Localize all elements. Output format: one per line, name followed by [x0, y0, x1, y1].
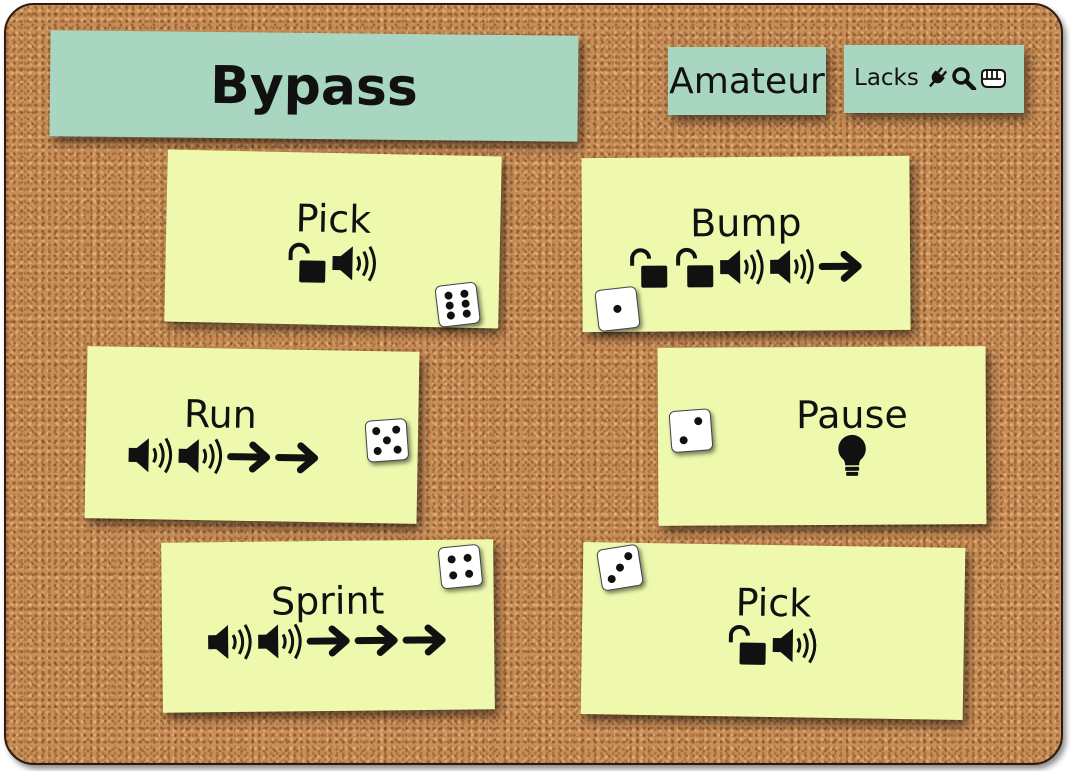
arrow-right-icon — [306, 625, 350, 657]
unlocked-icon — [728, 625, 766, 665]
die-three — [595, 543, 645, 592]
card-icons — [582, 244, 910, 290]
card-icons — [581, 620, 964, 670]
arrow-right-icon — [818, 250, 862, 282]
action-card[interactable]: Sprint — [161, 539, 495, 713]
action-card[interactable]: Bump — [581, 155, 911, 333]
sound-icon — [772, 627, 817, 664]
fist-icon — [980, 69, 1006, 88]
die-six — [434, 281, 481, 328]
lacks-label: Lacks — [854, 65, 919, 91]
sound-icon — [178, 438, 223, 475]
action-card[interactable]: Pick — [164, 149, 502, 329]
sound-icon — [332, 246, 376, 282]
sound-icon — [128, 437, 173, 474]
corkboard: Bypass Amateur Lacks — [4, 3, 1063, 765]
level-label: Amateur — [669, 61, 825, 102]
sound-icon — [770, 248, 814, 285]
card-icons — [718, 432, 986, 479]
card-icons — [31, 433, 418, 480]
page-title: Bypass — [209, 55, 419, 119]
lightbulb-icon — [838, 434, 866, 476]
arrow-right-icon — [354, 624, 398, 656]
action-card[interactable]: Pick — [580, 542, 966, 720]
level-badge: Amateur — [668, 47, 826, 115]
sound-icon — [258, 623, 302, 660]
plug-icon — [928, 67, 947, 88]
unlocked-icon — [630, 248, 668, 288]
die-five — [364, 417, 410, 463]
lacks-badge: Lacks — [844, 45, 1024, 113]
die-two — [668, 408, 714, 454]
magnifier-icon — [952, 67, 977, 90]
card-icons — [165, 238, 500, 289]
sound-icon — [720, 249, 764, 285]
card-title: Pause — [795, 392, 908, 438]
card-title: Bump — [690, 200, 802, 246]
card-icons — [162, 619, 494, 662]
card-title: Pick — [295, 196, 372, 242]
title-note: Bypass — [49, 30, 579, 142]
unlocked-icon — [676, 247, 714, 288]
arrow-right-icon — [402, 624, 446, 656]
die-one — [594, 285, 641, 333]
die-four — [437, 543, 484, 590]
sound-icon — [208, 624, 252, 660]
arrow-right-icon — [275, 442, 319, 474]
unlocked-icon — [288, 242, 326, 283]
card-title: Run — [183, 391, 258, 438]
arrow-right-icon — [227, 441, 271, 473]
action-card[interactable]: Run — [84, 346, 420, 524]
action-card[interactable]: Pause — [657, 346, 987, 526]
